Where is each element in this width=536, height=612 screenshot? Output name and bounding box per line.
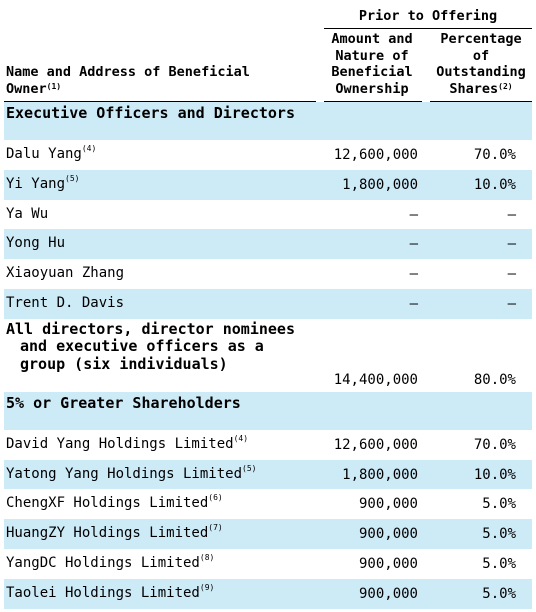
ownership-table: Prior to Offering Amount and Nature of B… — [4, 6, 532, 609]
owner-name: Ya Wu — [6, 205, 49, 222]
footnote-marker: (9) — [199, 582, 215, 592]
percentage-cell: 80.0% — [473, 371, 516, 388]
table-row: Yatong Yang Holdings Limited(5) 1,800,000… — [4, 459, 532, 490]
owner-name: Trent D. Davis — [6, 294, 125, 311]
percentage-cell: 5.0% — [482, 585, 516, 602]
amount-cell: 900,000 — [358, 555, 418, 572]
percentage-cell: 5.0% — [482, 526, 516, 543]
percentage-cell: — — [507, 295, 516, 312]
table-row: Ya Wu — — — [4, 200, 532, 230]
table-row: All directors, director nominees and exe… — [4, 319, 532, 392]
percentage-cell: 10.0% — [473, 466, 516, 483]
footnote-marker: (2) — [498, 81, 513, 91]
owner-name: Yong Hu — [6, 235, 66, 252]
table-row: Xiaoyuan Zhang — — — [4, 259, 532, 289]
table-row: Taolei Holdings Limited(9) 900,000 5.0% — [4, 578, 532, 609]
table-row: Yong Hu — — — [4, 229, 532, 260]
table-row: YangDC Holdings Limited(8) 900,000 5.0% — [4, 549, 532, 579]
owner-name: David Yang Holdings Limited(4) — [6, 433, 249, 452]
percentage-cell: 10.0% — [473, 176, 516, 193]
amount-cell: — — [409, 206, 418, 223]
amount-cell: 900,000 — [358, 496, 418, 513]
owner-name: Taolei Holdings Limited(9) — [6, 582, 215, 601]
amount-cell: — — [409, 236, 418, 253]
owner-name: Yatong Yang Holdings Limited(5) — [6, 463, 257, 482]
amount-cell: 900,000 — [358, 526, 418, 543]
table-body: Executive Officers and Directors Dalu Yan… — [4, 102, 532, 609]
table-row: HuangZY Holdings Limited(7) 900,000 5.0% — [4, 519, 532, 549]
owner-name: Xiaoyuan Zhang — [6, 265, 125, 282]
footnote-marker: (7) — [208, 523, 223, 533]
column-header-amount: Amount and Nature of Beneficial Ownershi… — [331, 31, 413, 97]
owner-name: HuangZY Holdings Limited(7) — [6, 523, 223, 542]
percentage-cell: 5.0% — [482, 555, 516, 572]
footnote-marker: (4) — [81, 144, 97, 153]
percentage-cell: 70.0% — [473, 436, 516, 453]
amount-cell: 14,400,000 — [333, 371, 418, 388]
amount-cell: 12,600,000 — [333, 436, 418, 453]
table-header: Prior to Offering Amount and Nature of B… — [4, 6, 532, 102]
group-header-prior-to-offering: Prior to Offering — [358, 8, 498, 24]
header-rule — [430, 101, 532, 102]
footnote-marker: (4) — [233, 433, 249, 443]
owner-name: ChengXF Holdings Limited(6) — [6, 493, 223, 512]
amount-cell: 1,800,000 — [342, 176, 418, 193]
percentage-cell: — — [507, 236, 516, 253]
percentage-cell: — — [507, 206, 516, 223]
amount-cell: — — [409, 295, 418, 312]
amount-cell: 900,000 — [358, 585, 418, 602]
column-header-percentage: Percentage of Outstanding Shares(2) — [436, 31, 526, 97]
group-header-rule — [324, 28, 532, 29]
amount-cell: — — [409, 266, 418, 283]
amount-cell: 1,800,000 — [342, 466, 418, 483]
amount-cell: 12,600,000 — [333, 147, 418, 163]
table-row: Yi Yang(5) 1,800,000 10.0% — [4, 169, 532, 200]
header-rule — [324, 101, 422, 102]
footnote-marker: (6) — [208, 493, 223, 503]
percentage-cell: — — [507, 266, 516, 283]
owner-name: YangDC Holdings Limited(8) — [6, 552, 215, 571]
column-header-name: Name and Address of Beneficial Owner(1) — [6, 64, 250, 97]
table-row: David Yang Holdings Limited(4) 12,600,000… — [4, 430, 532, 460]
footnote-marker: (8) — [199, 552, 215, 562]
owner-name: Executive Officers and Directors — [6, 104, 295, 122]
percentage-cell: 5.0% — [482, 496, 516, 513]
footnote-marker: (1) — [46, 81, 62, 91]
owner-name: 5% or Greater Shareholders — [6, 393, 241, 412]
header-rule — [4, 101, 316, 102]
owner-name: Yi Yang(5) — [6, 173, 80, 192]
table-row: Dalu Yang(4) 12,600,000 70.0% — [4, 140, 532, 170]
section-header-row: Executive Officers and Directors — [4, 102, 532, 140]
footnote-marker: (5) — [65, 173, 80, 183]
table-row: ChengXF Holdings Limited(6) 900,000 5.0% — [4, 489, 532, 519]
owner-name: Dalu Yang(4) — [6, 144, 97, 162]
section-header-row: 5% or Greater Shareholders — [4, 391, 532, 430]
footnote-marker: (5) — [242, 463, 257, 473]
percentage-cell: 70.0% — [473, 147, 516, 163]
table-row: Trent D. Davis — — — [4, 288, 532, 319]
owner-name: All directors, director nominees and exe… — [6, 319, 295, 373]
